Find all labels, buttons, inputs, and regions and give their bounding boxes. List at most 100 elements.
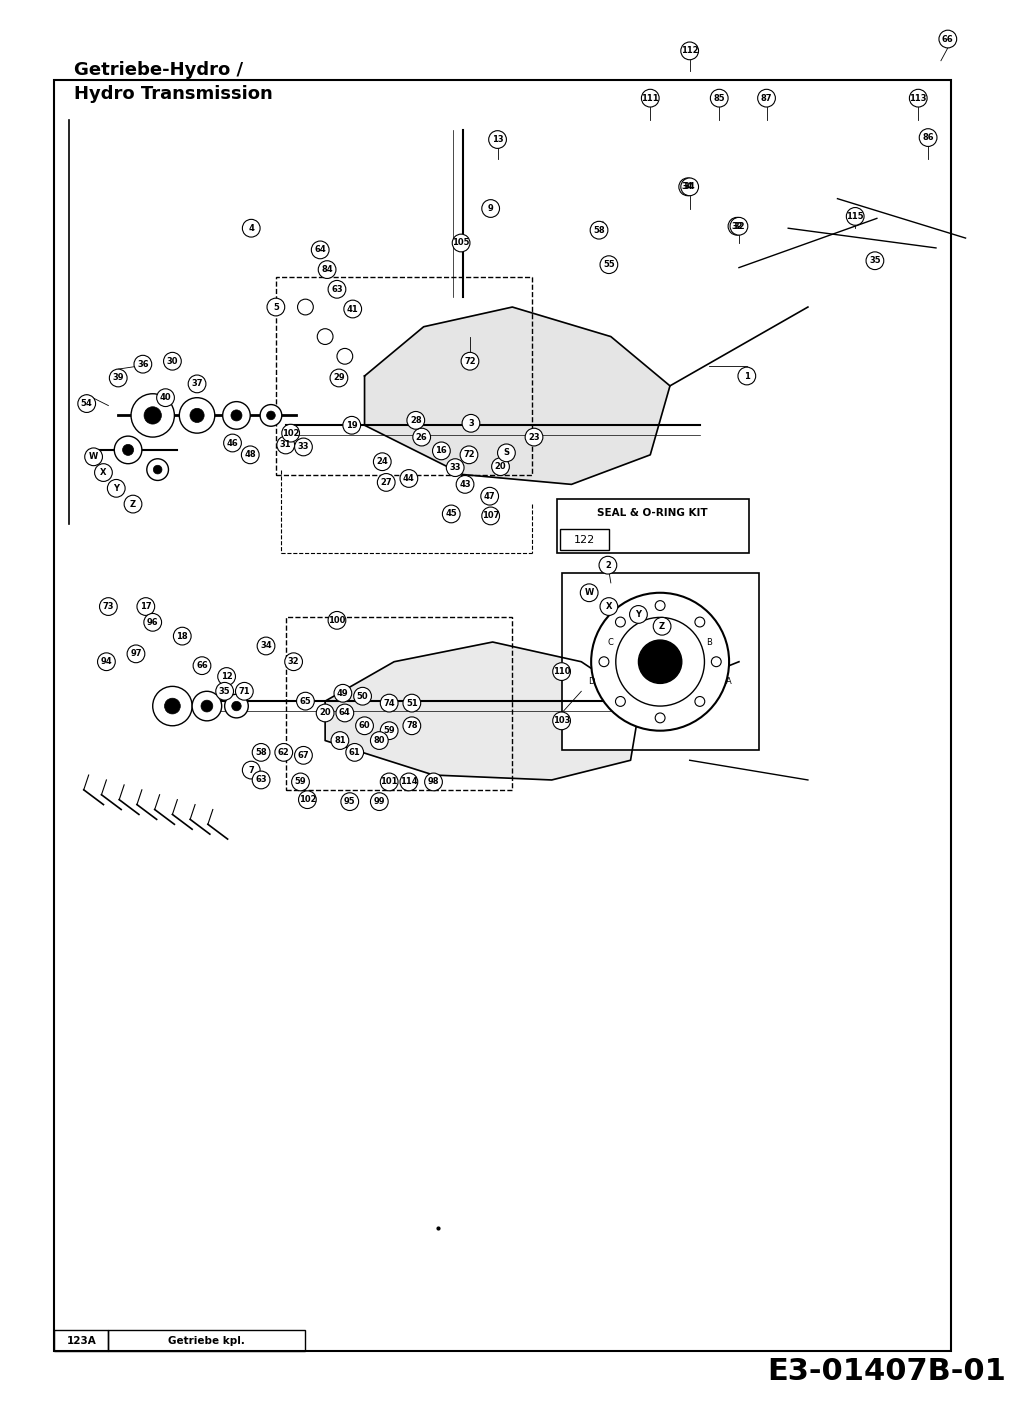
Circle shape [370, 793, 388, 810]
Text: 28: 28 [410, 416, 422, 425]
Text: 103: 103 [553, 716, 571, 725]
Circle shape [655, 601, 665, 611]
Circle shape [599, 556, 617, 574]
Polygon shape [364, 307, 670, 485]
Text: 78: 78 [406, 722, 418, 730]
Text: Y: Y [636, 610, 642, 620]
Text: 72: 72 [464, 357, 476, 365]
Text: X: X [606, 603, 612, 611]
Circle shape [328, 280, 346, 298]
Text: 99: 99 [374, 797, 385, 806]
Text: 113: 113 [909, 94, 927, 102]
Text: 5: 5 [272, 303, 279, 311]
Circle shape [134, 355, 152, 374]
Circle shape [553, 712, 571, 730]
Circle shape [681, 43, 699, 60]
Text: 7: 7 [249, 766, 254, 774]
Text: W: W [584, 588, 593, 597]
Circle shape [642, 90, 659, 107]
Text: 18: 18 [176, 631, 188, 641]
Text: 30: 30 [167, 357, 179, 365]
Text: 36: 36 [137, 360, 149, 368]
Circle shape [257, 637, 275, 655]
Circle shape [730, 217, 748, 234]
Circle shape [695, 696, 705, 706]
Circle shape [107, 479, 125, 497]
Circle shape [127, 645, 144, 662]
Text: 81: 81 [334, 736, 346, 745]
Circle shape [192, 691, 222, 720]
Circle shape [298, 791, 316, 809]
Circle shape [615, 696, 625, 706]
Circle shape [655, 713, 665, 723]
Circle shape [331, 732, 349, 749]
Text: 85: 85 [713, 94, 725, 102]
Bar [559, 529, 609, 550]
Circle shape [600, 256, 618, 273]
Text: 111: 111 [642, 94, 659, 102]
Circle shape [316, 703, 334, 722]
Text: 66: 66 [942, 34, 954, 44]
Text: E3-01407B-01: E3-01407B-01 [767, 1357, 1006, 1385]
Text: 107: 107 [482, 512, 499, 520]
Circle shape [370, 732, 388, 749]
Circle shape [432, 442, 450, 460]
Circle shape [482, 507, 499, 524]
Text: 54: 54 [80, 399, 93, 408]
Text: 41: 41 [347, 304, 358, 314]
Text: Getriebe kpl.: Getriebe kpl. [168, 1336, 246, 1346]
Text: 62: 62 [278, 747, 290, 757]
Circle shape [615, 617, 625, 627]
Circle shape [381, 722, 398, 739]
Circle shape [188, 375, 206, 392]
Circle shape [381, 695, 398, 712]
Circle shape [163, 352, 182, 369]
Text: A: A [727, 676, 732, 686]
Circle shape [267, 298, 285, 315]
Text: 72: 72 [463, 450, 475, 459]
Text: 24: 24 [377, 458, 388, 466]
Text: 97: 97 [130, 649, 141, 658]
Circle shape [232, 702, 241, 710]
Text: 34: 34 [682, 182, 694, 192]
Circle shape [137, 598, 155, 615]
Circle shape [337, 348, 353, 364]
Circle shape [356, 718, 374, 735]
Bar [556, 499, 749, 553]
Text: 27: 27 [381, 477, 392, 487]
Circle shape [710, 90, 729, 107]
Circle shape [243, 219, 260, 237]
Text: 20: 20 [494, 462, 507, 472]
Circle shape [920, 129, 937, 146]
Text: 23: 23 [528, 432, 540, 442]
Circle shape [343, 416, 360, 435]
Circle shape [600, 598, 618, 615]
Text: 19: 19 [346, 421, 357, 429]
Circle shape [216, 682, 233, 701]
Circle shape [378, 473, 395, 492]
Circle shape [77, 395, 96, 412]
Circle shape [381, 773, 398, 791]
Circle shape [143, 614, 162, 631]
Text: 67: 67 [297, 750, 310, 760]
Bar [276, 277, 533, 475]
Text: 31: 31 [280, 441, 291, 449]
Circle shape [241, 446, 259, 463]
Circle shape [413, 428, 430, 446]
Circle shape [407, 412, 424, 429]
Text: 95: 95 [344, 797, 356, 806]
Bar [55, 81, 950, 1351]
Circle shape [738, 367, 755, 385]
Circle shape [98, 652, 116, 671]
Circle shape [292, 773, 310, 791]
Text: 60: 60 [359, 722, 370, 730]
Circle shape [711, 657, 721, 666]
Circle shape [231, 409, 241, 421]
Text: 63: 63 [255, 776, 267, 784]
Circle shape [312, 242, 329, 259]
Text: 46: 46 [227, 439, 238, 448]
Circle shape [424, 773, 443, 791]
Text: 84: 84 [321, 266, 333, 274]
Text: 87: 87 [761, 94, 772, 102]
Circle shape [218, 668, 235, 685]
